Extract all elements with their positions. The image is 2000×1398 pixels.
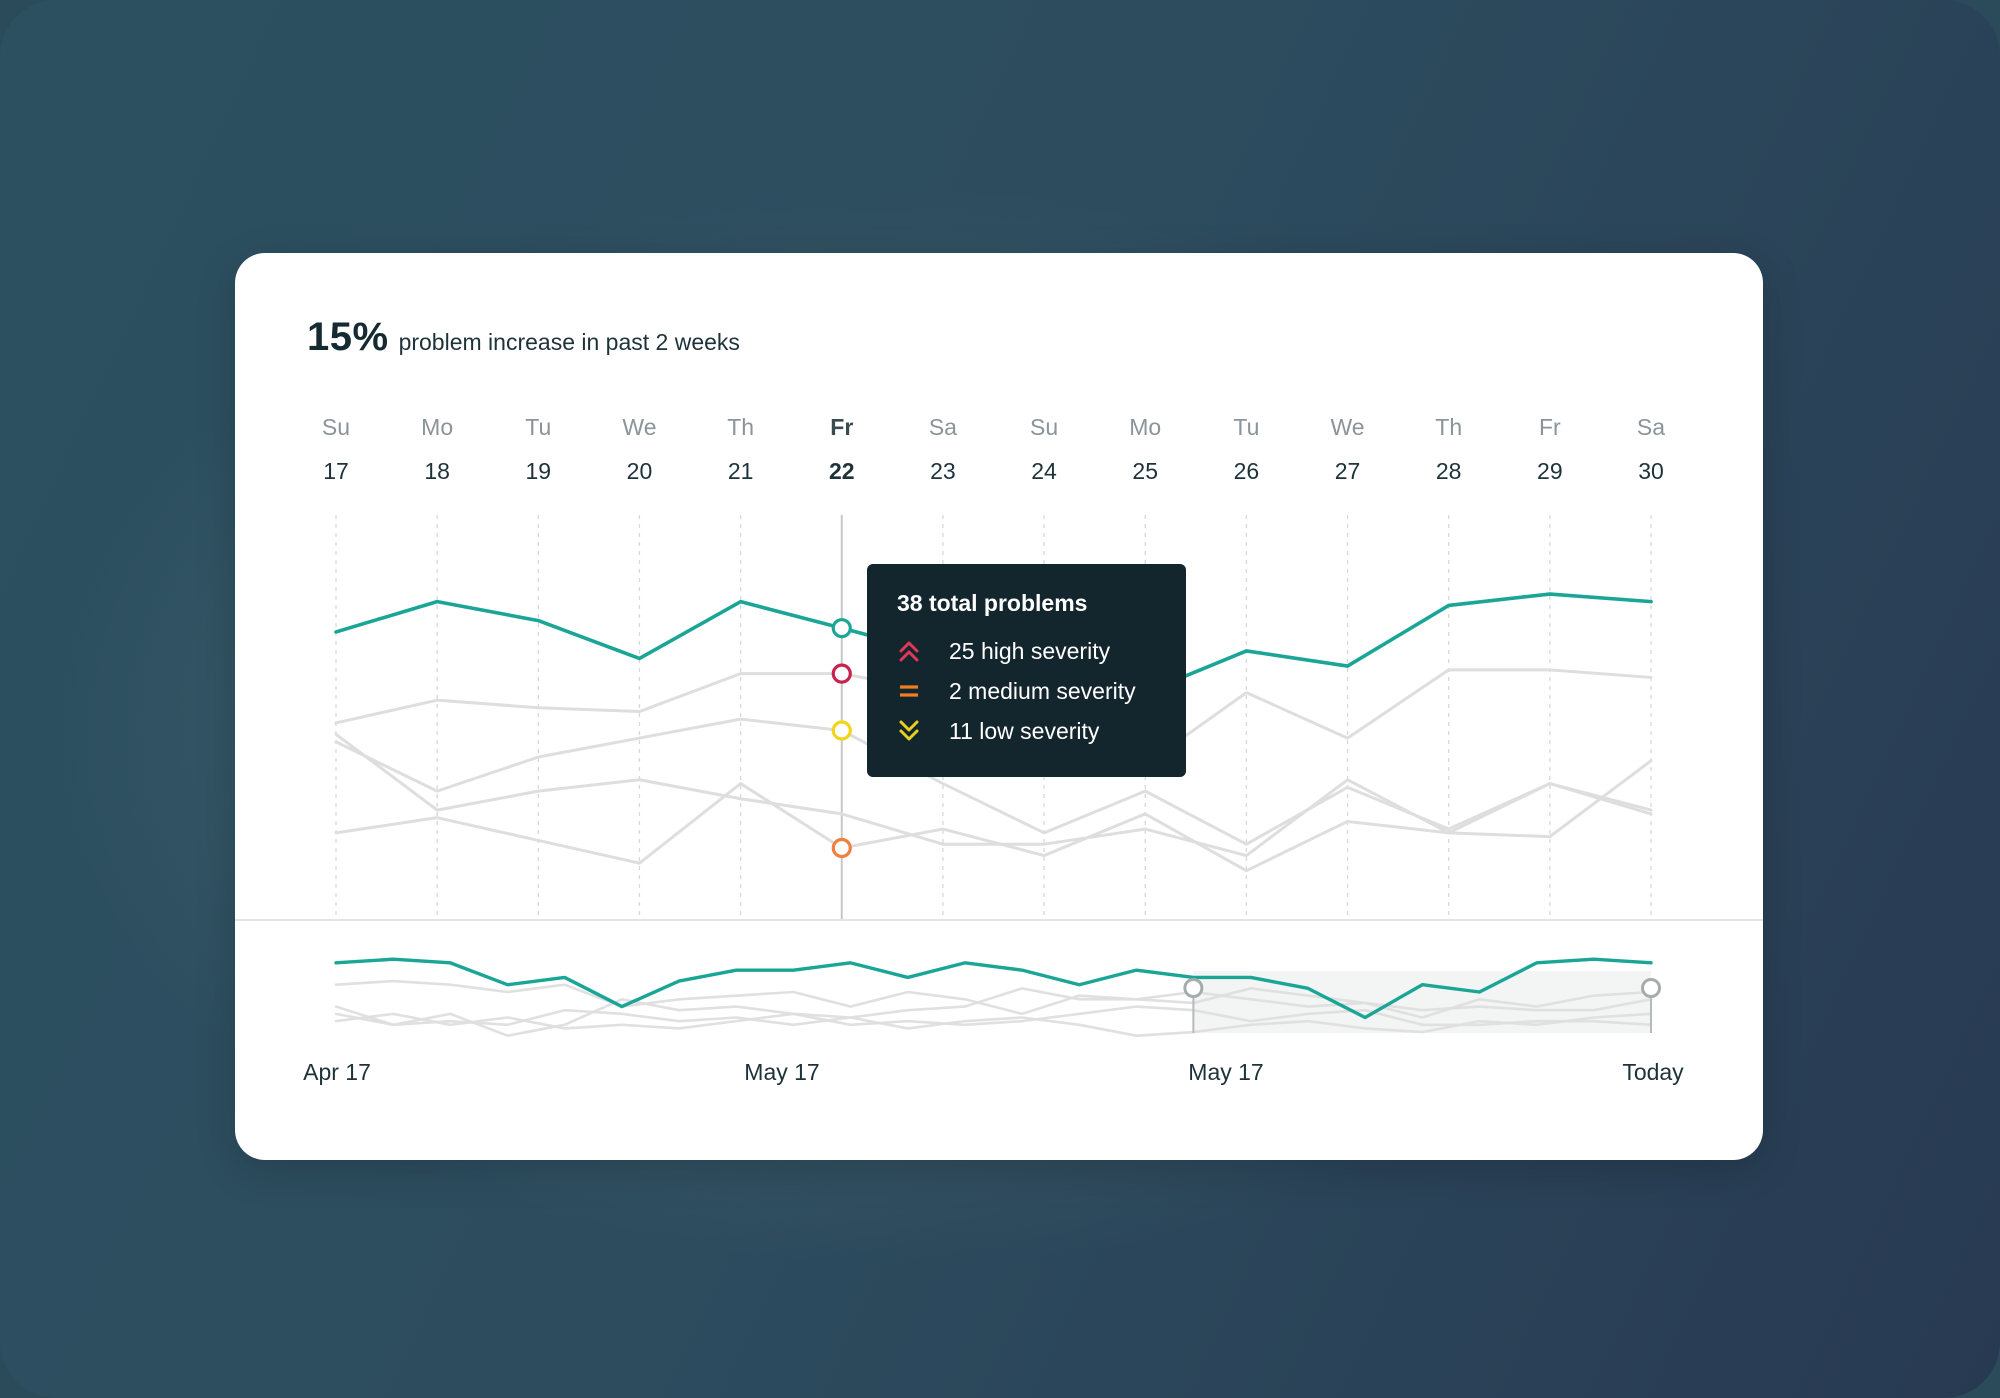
equals-icon bbox=[900, 685, 918, 697]
overview-axis-label: Apr 17 bbox=[303, 1059, 371, 1085]
overview-axis-label: Today bbox=[1622, 1059, 1684, 1085]
tooltip-row-medium: 2 medium severity bbox=[897, 671, 1186, 711]
overview-severity-series-line bbox=[334, 979, 1653, 1016]
day-number-label: 20 bbox=[627, 458, 653, 484]
day-of-week-label: Fr bbox=[830, 414, 853, 440]
tooltip-medium-label: 2 medium severity bbox=[949, 677, 1136, 704]
double-chevron-down-icon bbox=[899, 720, 919, 741]
data-point-marker bbox=[831, 720, 852, 741]
day-number-label: 26 bbox=[1234, 458, 1260, 484]
day-of-week-label: We bbox=[622, 414, 656, 440]
day-number-label: 30 bbox=[1638, 458, 1664, 484]
headline: 15% problem increase in past 2 weeks bbox=[307, 315, 740, 360]
tooltip-row-low: 11 low severity bbox=[897, 711, 1186, 751]
day-number-label: 29 bbox=[1537, 458, 1563, 484]
day-of-week-label: Mo bbox=[421, 414, 453, 440]
day-of-week-label: Su bbox=[322, 414, 350, 440]
data-point-marker bbox=[831, 618, 852, 639]
tooltip-high-label: 25 high severity bbox=[949, 637, 1111, 664]
data-point-marker bbox=[831, 837, 852, 859]
overview-severity-series-line bbox=[334, 987, 1653, 1038]
day-of-week-label: Mo bbox=[1129, 414, 1161, 440]
day-of-week-label: We bbox=[1330, 414, 1364, 440]
day-number-label: 25 bbox=[1132, 458, 1158, 484]
day-of-week-label: Tu bbox=[1233, 414, 1259, 440]
day-of-week-label: Fr bbox=[1539, 414, 1561, 440]
chart-tooltip: 38 total problems 25 high severity 2 med… bbox=[867, 564, 1186, 777]
data-point-marker bbox=[831, 663, 852, 684]
overview-axis-label: May 17 bbox=[1188, 1059, 1263, 1085]
headline-percent: 15% bbox=[307, 315, 389, 359]
day-of-week-label: Sa bbox=[1637, 414, 1665, 440]
day-of-week-label: Tu bbox=[525, 414, 551, 440]
overview-range-start-handle[interactable] bbox=[1183, 978, 1204, 998]
day-number-label: 28 bbox=[1436, 458, 1462, 484]
day-of-week-label: Sa bbox=[929, 414, 957, 440]
day-of-week-label: Th bbox=[1435, 414, 1462, 440]
overview-severity-series-line bbox=[334, 1008, 1653, 1038]
day-number-label: 21 bbox=[728, 458, 754, 484]
day-number-label: 24 bbox=[1031, 458, 1057, 484]
tooltip-title: 38 total problems bbox=[897, 590, 1088, 616]
overview-total-series-line bbox=[334, 957, 1653, 1020]
severity-series-line bbox=[334, 732, 1653, 858]
day-number-label: 27 bbox=[1335, 458, 1361, 484]
day-of-week-label: Th bbox=[727, 414, 754, 440]
tooltip-low-label: 11 low severity bbox=[949, 717, 1100, 744]
headline-text: problem increase in past 2 weeks bbox=[398, 329, 740, 355]
day-number-label: 17 bbox=[323, 458, 349, 484]
overview-range-end-handle[interactable] bbox=[1641, 978, 1661, 998]
tooltip-row-high: 25 high severity bbox=[897, 631, 1186, 671]
day-number-label: 18 bbox=[424, 458, 450, 484]
day-number-label: 23 bbox=[930, 458, 956, 484]
day-number-label: 22 bbox=[829, 458, 855, 484]
day-number-label: 19 bbox=[526, 458, 552, 484]
overview-axis-label: May 17 bbox=[744, 1059, 819, 1085]
severity-series-line bbox=[334, 759, 1653, 873]
double-chevron-up-icon bbox=[899, 641, 919, 662]
problems-chart-card: 15% problem increase in past 2 weeks Su 17… bbox=[235, 253, 1763, 1160]
day-of-week-label: Su bbox=[1030, 414, 1058, 440]
severity-series-line bbox=[334, 717, 1653, 846]
